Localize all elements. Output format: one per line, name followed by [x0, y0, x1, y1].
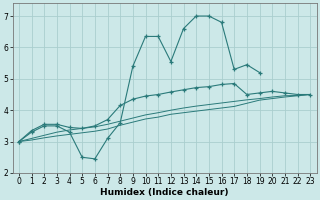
X-axis label: Humidex (Indice chaleur): Humidex (Indice chaleur)	[100, 188, 229, 197]
